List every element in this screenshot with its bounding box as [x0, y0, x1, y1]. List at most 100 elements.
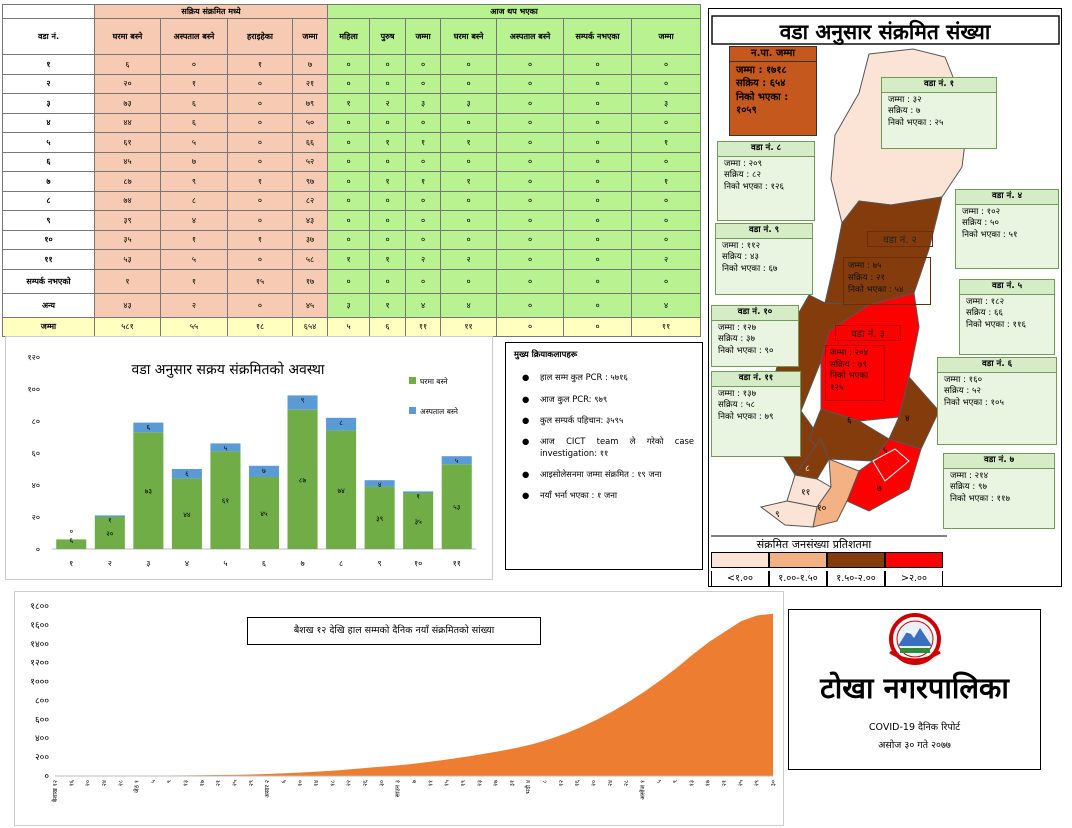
table-cell: ०: [405, 210, 442, 231]
activities-panel: मुख्य क्रियाकलापहरू ● हाल सम्म कुल PCR : …: [505, 342, 703, 570]
x-tick-label: ५: [223, 559, 227, 568]
col-male: पुरुष: [369, 18, 407, 55]
area-x-tick: २०: [85, 780, 92, 786]
table-cell: ०: [369, 229, 407, 250]
table-cell: ०: [327, 151, 371, 172]
ward-cell: ९: [2, 210, 95, 231]
ward-cell: ७: [2, 171, 95, 192]
table-cell: ०: [496, 112, 565, 133]
bar-home: [326, 430, 357, 549]
table-cell: १: [94, 268, 161, 294]
table-cell: १: [440, 132, 498, 153]
table-cell: ५८१: [94, 316, 161, 337]
table-cell: ०: [440, 229, 498, 250]
table-cell: ०: [496, 93, 565, 114]
ward-2-region: [824, 196, 943, 306]
ward-9-line-2: सक्रिय : ४३: [722, 252, 759, 263]
map-title: वडा अनुसार संक्रमित संख्या: [779, 19, 992, 46]
table-cell: ०: [327, 73, 371, 94]
bar-home: [248, 477, 280, 549]
area-x-tick: १५: [444, 780, 451, 786]
area-x-tick: ९: [166, 780, 173, 783]
np-line-3: निको भएका :: [736, 91, 789, 103]
area-x-tick: २९: [754, 780, 761, 786]
legend-swatch: [409, 407, 416, 414]
table-cell: १: [227, 54, 293, 75]
table-cell: ०: [496, 190, 565, 211]
activity-text: आइसोलेसनमा जम्मा संक्रमित : १९ जना: [540, 469, 662, 480]
table-cell: ५५: [160, 316, 228, 337]
table-cell: ०: [227, 190, 293, 211]
table-cell: १: [160, 73, 228, 94]
table-cell: ३: [440, 93, 498, 114]
x-tick-label: १०: [414, 559, 422, 568]
table-cell: ०: [327, 54, 371, 75]
bar-hospital: [287, 395, 318, 410]
area-x-tick: बैशाख १२: [51, 780, 59, 802]
x-tick-label: २: [108, 559, 112, 568]
table-row: ३ ७३ ६ ० ७९ १ २ ३ ३ ० ० ३: [2, 93, 702, 114]
table-cell: ६५४: [291, 316, 329, 337]
bullet-icon: ●: [522, 372, 530, 383]
table-cell: ०: [327, 190, 371, 211]
ward-3-line-3: निको भएका: [830, 371, 869, 382]
area-y-tick: १२००: [30, 659, 49, 669]
table-cell: ०: [369, 112, 407, 133]
table-cell: ०: [327, 112, 371, 133]
area-x-tick: २१: [721, 780, 728, 786]
table-cell: ६: [94, 54, 161, 75]
table-cell: २: [440, 249, 498, 270]
legend-swatch-3: [827, 552, 885, 568]
bar-home-label: ३९: [376, 515, 384, 523]
bar-hospital: [441, 456, 472, 465]
table-cell: १: [405, 171, 442, 192]
ward-8-title: वडा नं. ८: [718, 142, 814, 157]
table-cell: ०: [496, 229, 565, 250]
table-cell: ०: [227, 210, 293, 231]
ward-2-line-2: सक्रिय : २१: [848, 273, 885, 284]
bar-home: [364, 486, 395, 549]
table-cell: ५२: [291, 151, 329, 172]
municipality-card: टोखा नगरपालिका COVID-19 दैनिक रिपोर्ट अस…: [788, 609, 1041, 770]
bar-hospital: [403, 491, 434, 493]
area-x-tick: २४: [607, 780, 614, 786]
table-cell: ४४: [94, 112, 161, 133]
table-row: ४ ४४ ६ ० ५० ० ० ० ० ० ० ०: [2, 112, 702, 133]
bar-home-label: ६: [69, 536, 73, 544]
bullet-icon: ●: [522, 415, 530, 426]
bar-home-label: ६१: [222, 497, 229, 505]
table-cell: ०: [563, 249, 633, 270]
table-cell: ४: [631, 292, 702, 318]
y-tick-label: १००: [28, 385, 40, 394]
table-cell: ०: [405, 73, 442, 94]
map-label-10: १०: [817, 504, 827, 514]
ward-4-box: वडा नं. ४ जम्मा : १०२ सक्रिय : ५० निको भ…: [955, 189, 1059, 269]
area-x-tick: २६: [362, 780, 369, 786]
table-cell: ०: [327, 171, 371, 192]
table-cell: ०: [631, 190, 702, 211]
table-cell: १: [227, 171, 293, 192]
table-cell: ०: [496, 132, 565, 153]
area-x-tick: ५: [656, 780, 663, 783]
activity-item: ● आज कुल PCR: ९७९: [514, 394, 694, 405]
table-row: ८ ७४ ८ ० ८२ ० ० ० ० ० ० ०: [2, 190, 702, 211]
area-x-tick: ११: [427, 780, 434, 786]
ward-9-region: [759, 500, 818, 528]
ward-cell: २: [2, 73, 95, 94]
ward-11-box: वडा नं. ११ जम्मा : १३७ सक्रिय : ५८ निको …: [711, 371, 801, 457]
activities-title: मुख्य क्रियाकलापहरू: [514, 349, 578, 359]
area-x-tick: भदौ ४: [524, 780, 532, 794]
legend-label-2: १.००-१.५०: [769, 571, 827, 587]
activities-list: ● हाल सम्म कुल PCR : ५७१६ ● आज कुल PCR: ९७९…: [514, 372, 694, 501]
area-x-tick: २९: [248, 780, 255, 786]
bar-hospital-label: ४: [378, 481, 382, 489]
map-label-6: ६: [847, 416, 852, 426]
np-line-4: १०५९: [736, 105, 757, 116]
table-cell: ७९: [291, 93, 329, 114]
x-tick-label: ३: [146, 559, 150, 568]
ward-5-line-3: निको भएका : ११६: [966, 319, 1026, 330]
area-y-tick: ८००: [35, 696, 49, 706]
bar-hospital: [364, 480, 395, 487]
activity-text: कुल सम्पर्क पहिचान: ३५९५: [540, 415, 624, 426]
x-tick-label: ४: [185, 559, 189, 568]
